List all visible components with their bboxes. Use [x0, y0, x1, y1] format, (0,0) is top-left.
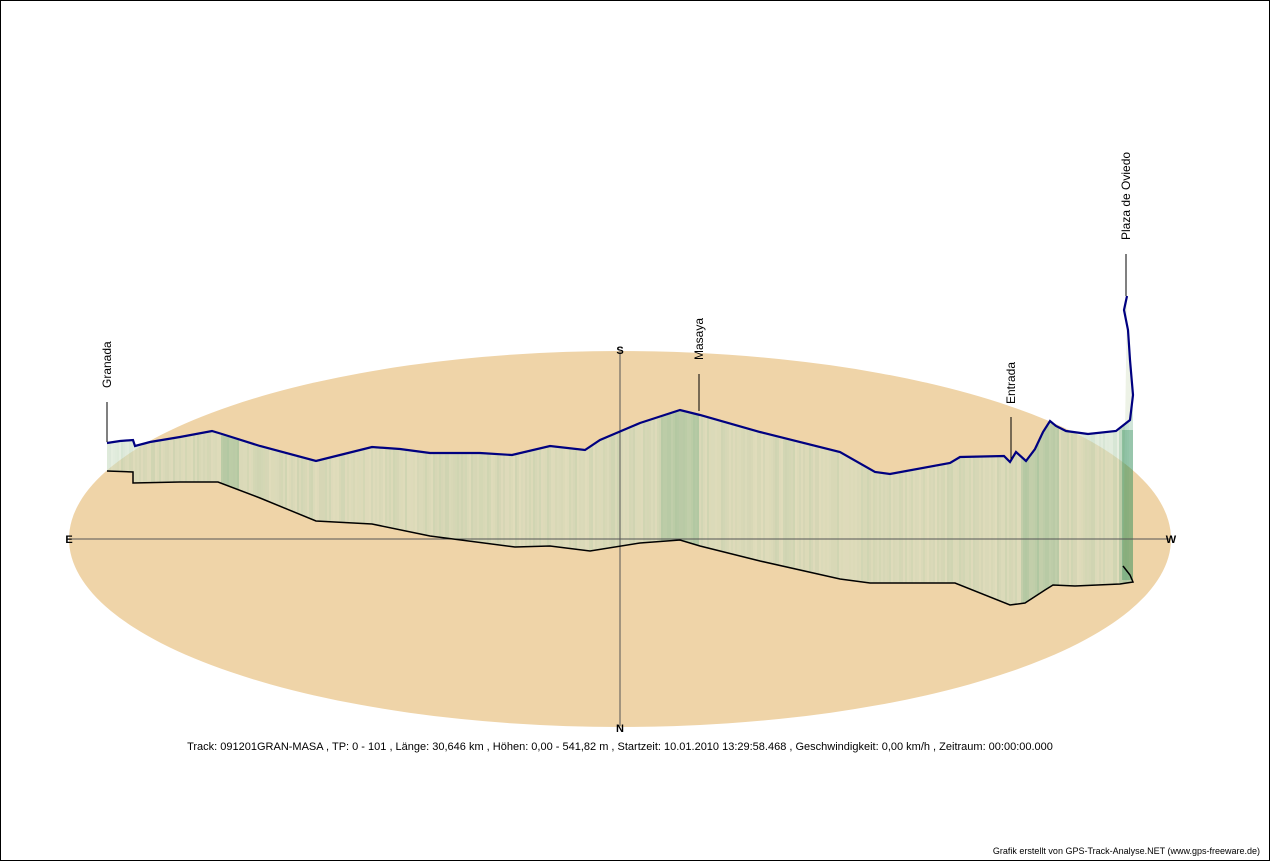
waypoint-label-entrada: Entrada [1004, 362, 1018, 404]
elevation-shading [107, 403, 1133, 605]
track-info-text: Track: 091201GRAN-MASA , TP: 0 - 101 , L… [187, 741, 1053, 753]
waypoint-label-granada: Granada [100, 341, 114, 388]
track-elevation-line [106, 295, 1135, 476]
track-ground-line [106, 470, 1135, 606]
credit-text: Grafik erstellt von GPS-Track-Analyse.NE… [992, 846, 1260, 856]
compass-east: E [65, 534, 72, 546]
waypoint-label-masaya: Masaya [692, 318, 706, 360]
shading-band [1122, 430, 1133, 580]
compass-west: W [1166, 534, 1177, 546]
compass-south: S [616, 345, 623, 357]
compass-north: N [616, 723, 624, 735]
waypoint-label-plaza-de-oviedo: Plaza de Oviedo [1119, 152, 1133, 240]
